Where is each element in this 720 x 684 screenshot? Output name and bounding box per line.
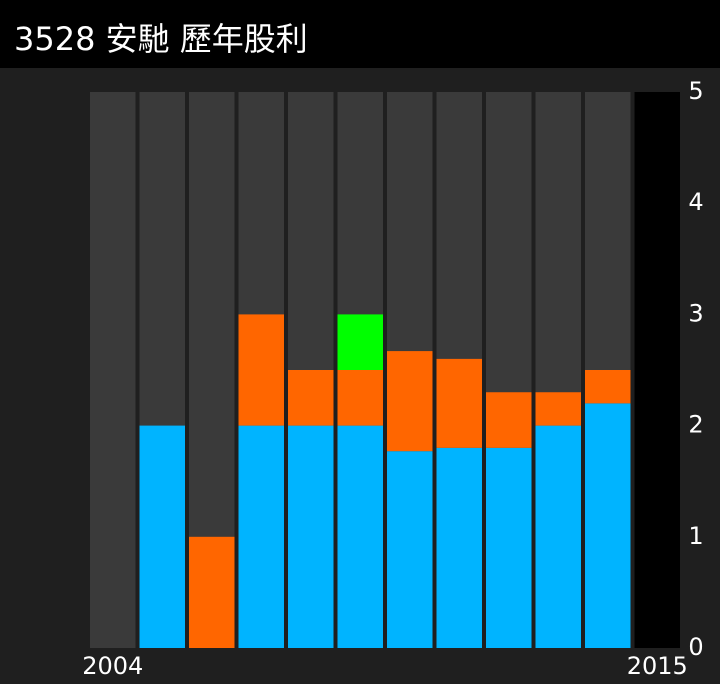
bar-segment bbox=[387, 451, 433, 648]
bar-segment bbox=[337, 370, 383, 426]
bar-segment bbox=[535, 425, 581, 648]
bar-segment bbox=[189, 536, 235, 648]
bar-segment bbox=[238, 314, 284, 426]
bar-segment bbox=[337, 314, 383, 370]
chart-title: 3528 安馳 歷年股利 bbox=[14, 20, 308, 58]
y-tick-label: 2 bbox=[688, 411, 703, 439]
x-tick-label: 2004 bbox=[82, 652, 143, 680]
bar-segment bbox=[337, 425, 383, 648]
bar-segment bbox=[238, 425, 284, 648]
bar-segment bbox=[139, 425, 185, 648]
y-tick-label: 1 bbox=[688, 522, 703, 550]
bar-segment bbox=[288, 425, 334, 648]
y-tick-label: 4 bbox=[688, 188, 703, 216]
bar-segment bbox=[387, 351, 433, 452]
bar-segment bbox=[436, 358, 482, 448]
bar-segment bbox=[436, 447, 482, 648]
y-tick-label: 0 bbox=[688, 633, 703, 661]
bar-segment bbox=[585, 403, 631, 648]
bar-segment bbox=[288, 370, 334, 426]
bar-segment bbox=[585, 370, 631, 404]
y-tick-label: 5 bbox=[688, 77, 703, 105]
bar-segment bbox=[486, 392, 532, 448]
y-tick-label: 3 bbox=[688, 299, 703, 327]
column-background bbox=[90, 92, 136, 648]
title-bar: 3528 安馳 歷年股利 bbox=[0, 0, 720, 68]
bar-segment bbox=[535, 392, 581, 426]
bar-segment bbox=[486, 447, 532, 648]
column-background bbox=[634, 92, 680, 648]
x-tick-label: 2015 bbox=[627, 652, 688, 680]
